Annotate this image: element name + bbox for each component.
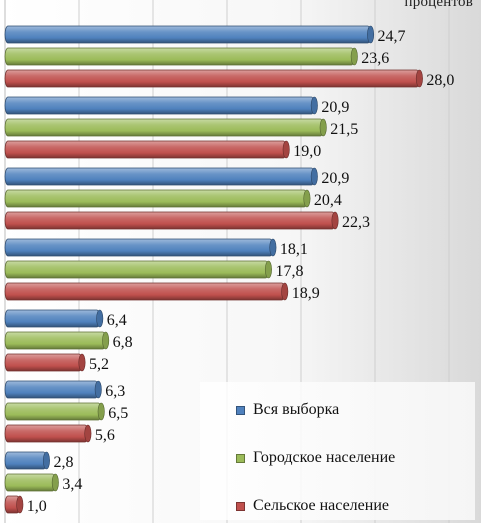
- bar-urban: [4, 402, 105, 421]
- bar-urban: [4, 118, 327, 137]
- data-label: 3,4: [62, 476, 82, 493]
- legend-label-rural: Сельское население: [253, 497, 389, 514]
- bar-rural: [4, 140, 290, 159]
- data-label: 6,3: [105, 383, 125, 400]
- data-label: 1,0: [27, 498, 47, 515]
- data-label: 18,1: [280, 241, 308, 258]
- data-label: 5,6: [95, 427, 115, 444]
- data-label: 6,8: [113, 334, 133, 351]
- legend-swatch-all: [236, 405, 245, 415]
- bar-rural: [4, 211, 339, 230]
- data-label: 22,3: [342, 214, 370, 231]
- bar-rural: [4, 282, 289, 301]
- bar-urban: [4, 331, 110, 350]
- bar-all: [4, 309, 104, 328]
- bar-urban: [4, 473, 59, 492]
- legend: Вся выборка Городское население Сельское…: [200, 382, 475, 520]
- legend-item-urban: Городское население: [236, 448, 395, 468]
- bar-urban: [4, 47, 358, 66]
- data-label: 28,0: [426, 72, 454, 89]
- bar-urban: [4, 189, 311, 208]
- legend-label-all: Вся выборка: [253, 401, 340, 418]
- bar-all: [4, 380, 102, 399]
- bar-all: [4, 238, 277, 257]
- data-label: 17,8: [275, 263, 303, 280]
- legend-swatch-rural: [236, 501, 245, 511]
- data-label: 6,4: [107, 312, 127, 329]
- data-label: 20,9: [321, 99, 349, 116]
- bar-rural: [4, 69, 423, 88]
- bar-all: [4, 451, 50, 470]
- legend-item-rural: Сельское население: [236, 496, 389, 516]
- unit-label: процентов: [404, 0, 473, 10]
- bar-urban: [4, 260, 272, 279]
- data-label: 5,2: [89, 356, 109, 373]
- legend-swatch-urban: [236, 453, 245, 463]
- bar-rural: [4, 353, 86, 372]
- bar-all: [4, 96, 318, 115]
- data-label: 2,8: [53, 454, 73, 471]
- data-label: 18,9: [292, 285, 320, 302]
- data-label: 23,6: [361, 50, 389, 67]
- data-label: 20,9: [321, 170, 349, 187]
- data-label: 19,0: [293, 143, 321, 160]
- data-label: 21,5: [330, 121, 358, 138]
- bar-rural: [4, 424, 92, 443]
- bar-rural: [4, 495, 24, 514]
- data-label: 20,4: [314, 192, 342, 209]
- bar-all: [4, 25, 375, 44]
- legend-item-all: Вся выборка: [236, 400, 339, 420]
- legend-label-urban: Городское население: [253, 449, 396, 466]
- data-label: 6,5: [108, 405, 128, 422]
- bar-all: [4, 167, 318, 186]
- data-label: 24,7: [378, 28, 406, 45]
